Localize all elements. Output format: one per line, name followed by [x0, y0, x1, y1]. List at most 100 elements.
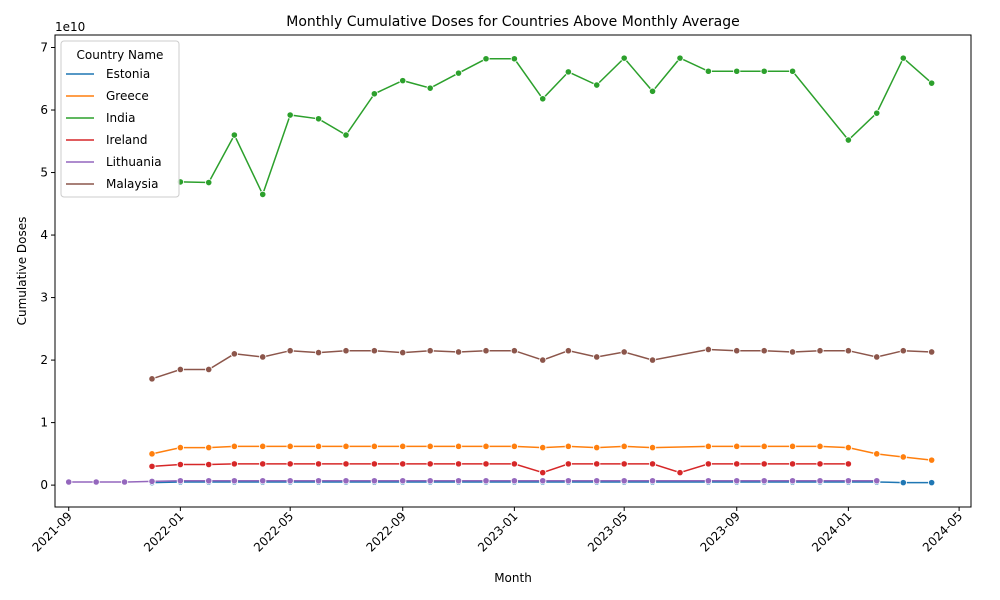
data-point [593, 444, 601, 452]
data-point [454, 477, 463, 485]
data-point [259, 190, 267, 199]
data-point [176, 444, 184, 452]
data-point [564, 477, 572, 485]
data-point [760, 460, 768, 468]
data-point [564, 442, 572, 450]
data-point [426, 84, 434, 92]
data-point [259, 460, 267, 468]
data-point [510, 347, 518, 355]
data-point [230, 477, 238, 485]
data-point [286, 347, 294, 355]
legend-box [60, 40, 180, 198]
data-point [928, 79, 936, 87]
data-point [733, 460, 741, 468]
data-point [760, 442, 768, 450]
data-point [205, 444, 213, 452]
data-point [844, 444, 852, 452]
data-point [928, 348, 936, 356]
data-point [539, 95, 547, 103]
data-point [733, 67, 741, 75]
data-point [286, 111, 294, 119]
data-point [648, 477, 657, 485]
data-point [564, 460, 572, 468]
legend-entry: Greece [106, 89, 149, 103]
data-point [873, 450, 881, 458]
data-point [454, 69, 463, 77]
y-axis-label: Cumulative Doses [15, 217, 29, 326]
y-tick-label: 5 [40, 166, 48, 180]
legend-entry: Ireland [106, 133, 148, 147]
data-point [704, 345, 712, 354]
data-point [844, 460, 852, 468]
chart-title: Monthly Cumulative Doses for Countries A… [286, 14, 740, 30]
data-point [148, 477, 156, 485]
data-point [648, 444, 657, 452]
data-point [286, 442, 294, 450]
data-point [176, 460, 184, 469]
data-point [148, 375, 156, 383]
data-point [593, 460, 601, 468]
data-point [314, 442, 323, 450]
data-point [205, 460, 213, 469]
data-point [314, 460, 323, 468]
data-point [760, 477, 768, 485]
data-point [426, 347, 434, 355]
data-point [342, 347, 350, 355]
data-point [788, 477, 797, 485]
data-point [399, 442, 407, 450]
data-point [259, 353, 267, 361]
data-point [510, 460, 518, 468]
data-point [733, 477, 741, 485]
data-point [899, 54, 907, 62]
data-point [510, 442, 518, 450]
data-point [148, 462, 156, 470]
data-point [676, 54, 684, 62]
series-ireland [148, 460, 852, 477]
data-point [648, 460, 657, 468]
data-point [205, 365, 213, 374]
data-point [816, 460, 824, 468]
data-point [788, 67, 797, 75]
series-india [176, 54, 936, 199]
data-point [370, 442, 378, 450]
data-point [648, 87, 657, 95]
data-point [230, 460, 238, 468]
data-point [286, 477, 294, 485]
data-point [286, 460, 294, 468]
data-point [230, 131, 238, 139]
data-point [259, 477, 267, 485]
data-point [704, 442, 712, 450]
data-point [648, 356, 657, 364]
data-point [760, 67, 768, 75]
data-point [593, 477, 601, 485]
data-point [928, 456, 936, 464]
data-point [788, 442, 797, 450]
data-point [510, 55, 518, 63]
data-point [733, 442, 741, 450]
data-point [593, 353, 601, 361]
data-point [454, 348, 463, 356]
data-point [844, 477, 852, 485]
legend: Country Name Estonia Greece India Ireland Li… [60, 40, 180, 198]
legend-entry: Malaysia [106, 177, 158, 191]
data-point [899, 453, 907, 461]
data-point [454, 460, 463, 468]
data-point [620, 348, 628, 356]
data-point [399, 77, 407, 85]
data-point [928, 479, 936, 487]
data-point [370, 460, 378, 468]
data-point [816, 347, 824, 355]
data-point [176, 477, 184, 485]
data-point [370, 347, 378, 355]
y-tick-label: 3 [40, 291, 48, 305]
data-point [426, 442, 434, 450]
data-point [259, 442, 267, 450]
data-point [482, 477, 490, 485]
legend-entry: India [106, 111, 135, 125]
data-point [230, 350, 238, 358]
data-point [873, 109, 881, 117]
legend-title: Country Name [77, 48, 164, 62]
data-point [539, 469, 547, 477]
data-point [205, 477, 213, 485]
